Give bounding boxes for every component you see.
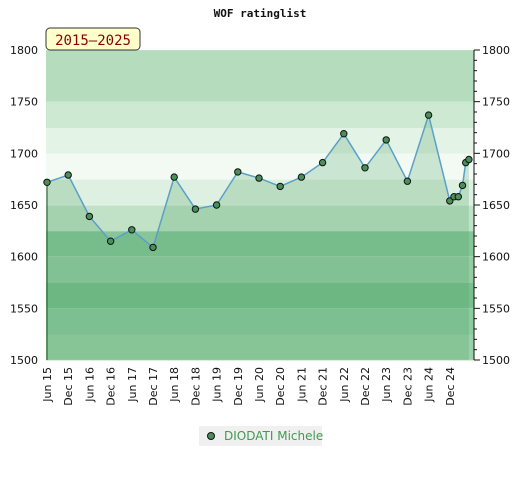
data-points — [43, 111, 473, 252]
data-point — [382, 136, 390, 144]
x-tick-label: Dec 15 — [62, 367, 75, 406]
x-tick-label: Dec 21 — [317, 367, 330, 406]
legend-marker — [207, 432, 215, 440]
right-y-tick-label: 1600 — [482, 251, 510, 264]
area-fill — [47, 115, 469, 360]
left-y-tick-label: 1500 — [10, 354, 38, 367]
x-tick-label: Jun 19 — [211, 367, 224, 403]
data-point — [212, 201, 221, 209]
data-point — [276, 182, 284, 191]
period-badge-text: 2015–2025 — [55, 33, 131, 49]
plot-band — [46, 205, 474, 232]
plot-band — [46, 127, 474, 154]
x-tick-label: Jun 18 — [168, 367, 181, 403]
data-point — [458, 181, 467, 190]
right-y-tick-labels: 1500 1550 1600 1650 1700 1750 1800 — [482, 44, 510, 367]
data-point — [403, 177, 412, 185]
data-point — [318, 158, 327, 167]
period-badge: 2015–2025 — [45, 27, 141, 51]
right-y-tick-label: 1650 — [482, 199, 510, 212]
data-point — [454, 193, 462, 201]
period-badge-box — [45, 27, 141, 51]
data-point — [85, 212, 94, 221]
x-tick-label: Dec 16 — [105, 367, 118, 406]
plot-band — [46, 230, 474, 258]
left-y-tick-label: 1800 — [10, 44, 38, 57]
legend-label: DIODATI Michele — [224, 429, 323, 443]
data-point — [361, 164, 369, 172]
plot-band — [46, 334, 474, 361]
plot-band — [46, 179, 474, 206]
x-tick-label: Jun 22 — [338, 367, 351, 403]
chart-title: WOF ratinglist — [214, 7, 307, 20]
x-tick-label: Dec 22 — [359, 367, 372, 406]
data-point — [191, 205, 200, 213]
data-point — [128, 226, 136, 234]
data-point — [340, 130, 348, 138]
x-tick-label: Jun 20 — [253, 367, 266, 403]
plot-band — [46, 50, 474, 77]
right-y-tick-label: 1700 — [482, 147, 510, 160]
left-y-tick-label: 1550 — [10, 302, 38, 315]
left-y-tick-label: 1700 — [10, 147, 38, 160]
legend-box — [199, 426, 322, 446]
plot-band — [46, 308, 474, 335]
x-tick-label: Jun 24 — [423, 367, 436, 403]
data-point — [297, 173, 306, 181]
right-y-tick-label: 1800 — [482, 44, 510, 57]
right-minor-ticks — [474, 49, 480, 361]
data-point — [43, 178, 51, 187]
data-point — [64, 171, 72, 179]
left-y-tick-labels: 1500 1550 1600 1650 1700 1750 1800 — [10, 44, 38, 367]
data-point — [255, 174, 263, 182]
x-tick-label: Dec 19 — [232, 367, 245, 406]
x-tick-labels: Jun 15 Dec 15 Jun 16 Dec 16 Jun 17 Dec 17 Jun … — [41, 367, 457, 406]
data-point — [149, 243, 157, 252]
data-point — [424, 111, 433, 119]
right-y-tick-label: 1550 — [482, 302, 510, 315]
x-tick-label: Dec 24 — [444, 367, 457, 406]
horizontal-gridlines — [46, 49, 474, 361]
left-y-tick-label: 1600 — [10, 251, 38, 264]
legend[interactable]: DIODATI Michele — [199, 426, 323, 446]
x-tick-label: Dec 23 — [401, 367, 414, 406]
left-y-tick-label: 1650 — [10, 199, 38, 212]
left-y-tick-label: 1750 — [10, 96, 38, 109]
x-tick-label: Dec 20 — [274, 367, 287, 406]
data-point — [106, 237, 115, 245]
plot-band — [46, 256, 474, 283]
plot-band — [46, 101, 474, 128]
x-tick-label: Jun 17 — [126, 367, 139, 403]
data-point — [170, 173, 178, 181]
x-tick-label: Jun 23 — [380, 367, 393, 403]
x-tick-label: Dec 17 — [147, 367, 160, 406]
x-tick-label: Jun 15 — [41, 367, 54, 403]
x-tick-label: Dec 18 — [189, 367, 202, 406]
right-y-tick-label: 1750 — [482, 96, 510, 109]
x-tick-label: Jun 21 — [295, 367, 308, 403]
data-point — [234, 168, 242, 176]
x-tick-label: Jun 16 — [83, 367, 96, 403]
plot-band — [46, 75, 474, 103]
right-y-tick-label: 1500 — [482, 354, 510, 367]
data-point — [465, 155, 473, 164]
plot-band — [46, 282, 474, 309]
